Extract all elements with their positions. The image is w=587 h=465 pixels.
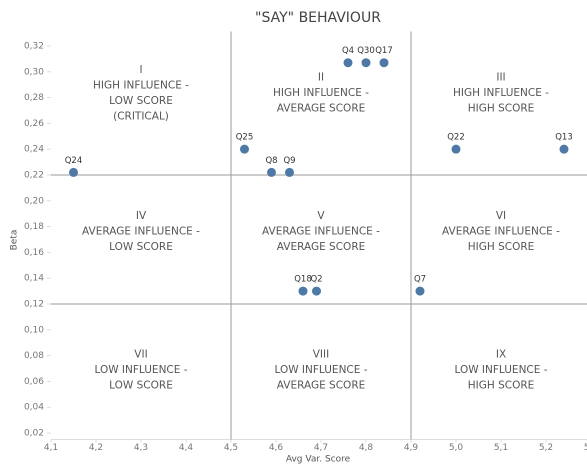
- quadrant-label: AVERAGE INFLUENCE -: [82, 226, 200, 238]
- point: [69, 167, 78, 177]
- quadrant-numeral: III: [496, 72, 505, 84]
- y-tick-label: 0,20: [24, 196, 44, 206]
- quadrant-label: HIGH INFLUENCE -: [453, 87, 549, 99]
- y-tick-label: 0,32: [24, 41, 44, 51]
- point-label: Q9: [283, 156, 295, 166]
- quadrant-label: LOW SCORE: [109, 95, 173, 107]
- point: [451, 144, 461, 154]
- quadrant-label: AVERAGE SCORE: [277, 103, 366, 115]
- x-tick-label: 4,8: [359, 443, 374, 453]
- x-tick-label: 4,5: [224, 443, 238, 453]
- quadrant-label: HIGH SCORE: [468, 379, 535, 391]
- x-axis-title: Avg Var. Score: [286, 455, 351, 465]
- y-axis-title: Beta: [10, 230, 20, 251]
- quadrant-label: HIGH SCORE: [468, 241, 535, 253]
- point-label: Q2: [310, 275, 322, 285]
- x-tick-label: 4,9: [404, 443, 419, 453]
- y-tick-label: 0,04: [24, 403, 44, 413]
- quadrant-numeral: II: [318, 72, 324, 84]
- point: [312, 286, 321, 296]
- y-tick-label: 0,16: [24, 248, 44, 258]
- y-tick-label: 0,12: [24, 300, 44, 310]
- quadrant-numeral: VII: [134, 348, 147, 360]
- x-tick-label: 4,7: [314, 443, 328, 453]
- quadrant-label: HIGH SCORE: [468, 103, 535, 115]
- x-tick-label: 4,1: [44, 443, 58, 453]
- point: [298, 286, 308, 296]
- quadrant-label: LOW INFLUENCE -: [94, 364, 187, 376]
- quadrant-label: AVERAGE INFLUENCE -: [262, 226, 380, 238]
- quadrant-label: LOW INFLUENCE -: [454, 364, 547, 376]
- y-tick-label: 0,30: [24, 67, 44, 77]
- point-label: Q17: [375, 46, 393, 56]
- point: [361, 58, 371, 68]
- point: [559, 144, 569, 154]
- point-label: Q13: [555, 133, 573, 143]
- point: [285, 167, 294, 177]
- x-tick-label: 4,3: [134, 443, 148, 453]
- point: [343, 58, 353, 68]
- y-tick-label: 0,10: [24, 325, 44, 335]
- y-tick-label: 0,08: [24, 351, 44, 361]
- quadrant-label: LOW SCORE: [109, 241, 173, 253]
- quadrant-numeral: I: [139, 64, 142, 76]
- x-tick-label: 5,2: [539, 443, 553, 453]
- quadrant-numeral: IV: [136, 210, 147, 222]
- quadrant-label: (CRITICAL): [113, 110, 169, 122]
- point-label: Q7: [414, 275, 426, 285]
- point-label: Q25: [236, 133, 254, 143]
- point: [415, 286, 425, 296]
- quadrant-label: AVERAGE SCORE: [277, 379, 366, 391]
- point-label: Q18: [294, 275, 312, 285]
- quadrant-numeral: VI: [496, 210, 506, 222]
- point-label: Q30: [357, 46, 375, 56]
- x-tick-label: 4,4: [179, 443, 194, 453]
- x-tick-label: 5,1: [494, 443, 508, 453]
- quadrant-label: HIGH INFLUENCE -: [93, 79, 189, 91]
- point-label: Q24: [65, 156, 83, 166]
- point: [379, 58, 389, 68]
- x-tick-label: 4,6: [269, 443, 284, 453]
- x-tick-label: 5,3: [584, 443, 587, 453]
- quadrant-label: AVERAGE SCORE: [277, 241, 366, 253]
- quadrant-label: HIGH INFLUENCE -: [273, 87, 369, 99]
- quadrant-label: LOW SCORE: [109, 379, 173, 391]
- point-label: Q4: [342, 46, 354, 56]
- y-tick-label: 0,22: [24, 170, 44, 180]
- y-tick-label: 0,18: [24, 222, 44, 232]
- chart-title: "SAY" BEHAVIOUR: [255, 10, 381, 26]
- x-tick-label: 4,2: [89, 443, 103, 453]
- y-tick-label: 0,28: [24, 93, 44, 103]
- quadrant-numeral: IX: [496, 348, 506, 360]
- y-tick-label: 0,24: [24, 145, 44, 155]
- point: [267, 167, 276, 177]
- point-label: Q22: [447, 133, 465, 143]
- x-tick-label: 5,0: [449, 443, 464, 453]
- quadrant-label: LOW INFLUENCE -: [274, 364, 367, 376]
- quadrant-label: AVERAGE INFLUENCE -: [442, 226, 560, 238]
- y-tick-label: 0,26: [24, 119, 44, 129]
- y-tick-label: 0,02: [24, 429, 44, 439]
- y-tick-label: 0,14: [24, 274, 44, 284]
- y-tick-label: 0,06: [24, 377, 44, 387]
- quadrant-numeral: VIII: [313, 348, 329, 360]
- quadrant-numeral: V: [317, 210, 325, 222]
- point: [240, 144, 249, 154]
- point-label: Q8: [265, 156, 277, 166]
